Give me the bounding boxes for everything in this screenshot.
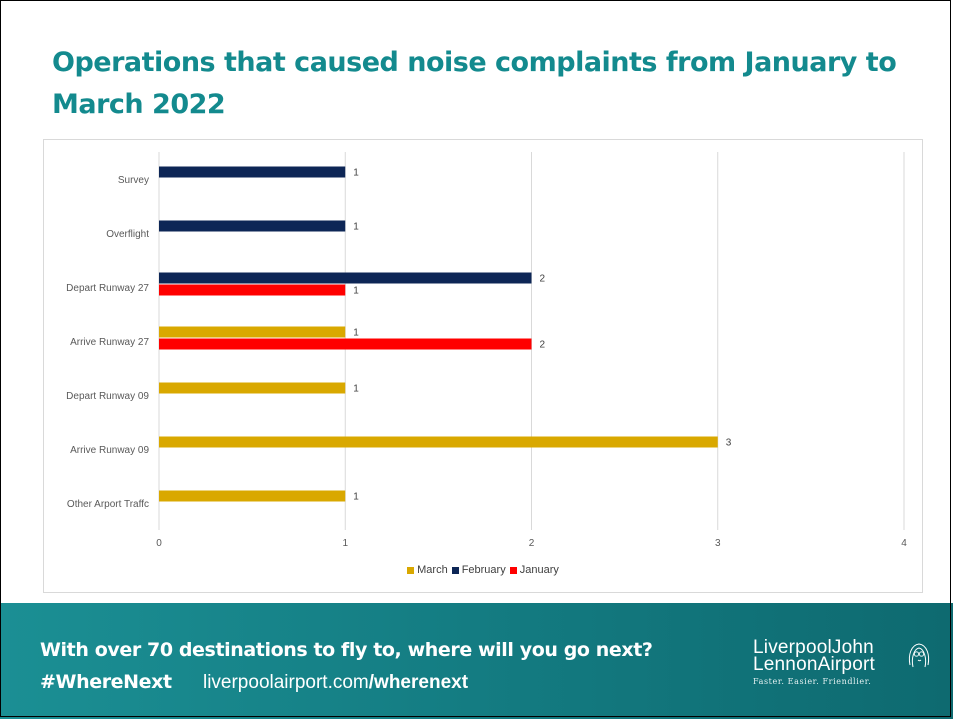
legend-item-january: January (509, 564, 559, 576)
legend-swatch (451, 566, 459, 574)
bar-february-depart-runway-27 (159, 272, 532, 284)
data-label: 1 (353, 384, 359, 395)
x-tick-label: 2 (529, 538, 535, 549)
data-label: 1 (353, 286, 359, 297)
bar-march-arrive-runway-27 (159, 326, 346, 338)
category-label: Arrive Runway 27 (70, 337, 149, 348)
category-label: Overflight (106, 229, 149, 240)
chart-container: 0 1 2 3 4 Survey 1 Overflight 1 Depart Runway 27 2… (43, 139, 923, 593)
legend-swatch (509, 566, 517, 574)
data-label: 1 (353, 222, 359, 233)
hashtag: #WhereNext (40, 671, 172, 693)
footer-headline: With over 70 destinations to fly to, whe… (40, 639, 653, 661)
data-label: 2 (540, 340, 546, 351)
category-label: Arrive Runway 09 (70, 445, 149, 456)
x-tick-label: 1 (342, 538, 348, 549)
logo-tagline: Faster. Easier. Friendlier. (753, 677, 872, 686)
data-label: 1 (353, 168, 359, 179)
logo-line-2: LennonAirport (753, 654, 875, 675)
legend-item-february: February (451, 564, 506, 576)
bar-january-depart-runway-27 (159, 284, 346, 296)
legend-label: January (519, 564, 559, 576)
x-tick-label: 0 (156, 538, 162, 549)
bar-february-survey (159, 166, 346, 178)
x-tick-label: 4 (901, 538, 907, 549)
legend-swatch (407, 566, 415, 574)
bar-march-arrive-runway-09 (159, 436, 718, 448)
chart-legend: March February January (44, 564, 922, 577)
slide-title: Operations that caused noise complaints … (52, 47, 897, 120)
url-path: /wherenext (368, 672, 469, 693)
data-label: 2 (540, 274, 546, 285)
bar-february-overflight (159, 220, 346, 232)
data-label: 1 (353, 328, 359, 339)
category-label: Depart Runway 27 (66, 283, 149, 294)
bar-march-depart-runway-09 (159, 382, 346, 394)
footer-links: #WhereNext liverpoolairport.com/wherenex… (40, 671, 468, 694)
bar-march-other-arport-traffc (159, 490, 346, 502)
category-label: Survey (118, 175, 149, 186)
legend-item-march: March (407, 564, 448, 576)
logo-line-1: LiverpoolJohn (753, 637, 874, 658)
url-domain: liverpoolairport.com (202, 672, 369, 693)
airport-logo: LiverpoolJohn LennonAirport Faster. Easi… (753, 637, 933, 699)
url-link[interactable]: liverpoolairport.com/wherenext (203, 672, 468, 693)
lennon-sketch-icon (908, 643, 930, 668)
bar-january-arrive-runway-27 (159, 338, 532, 350)
legend-label: February (461, 564, 506, 576)
bar-chart: 0 1 2 3 4 Survey 1 Overflight 1 Depart Runway 27 2… (66, 152, 907, 549)
data-label: 3 (726, 438, 732, 449)
category-label: Depart Runway 09 (66, 391, 149, 402)
legend-label: March (417, 564, 448, 576)
category-label: Other Arport Traffc (67, 499, 149, 510)
x-tick-label: 3 (715, 538, 721, 549)
footer-banner: With over 70 destinations to fly to, whe… (0, 603, 953, 719)
data-label: 1 (353, 492, 359, 503)
